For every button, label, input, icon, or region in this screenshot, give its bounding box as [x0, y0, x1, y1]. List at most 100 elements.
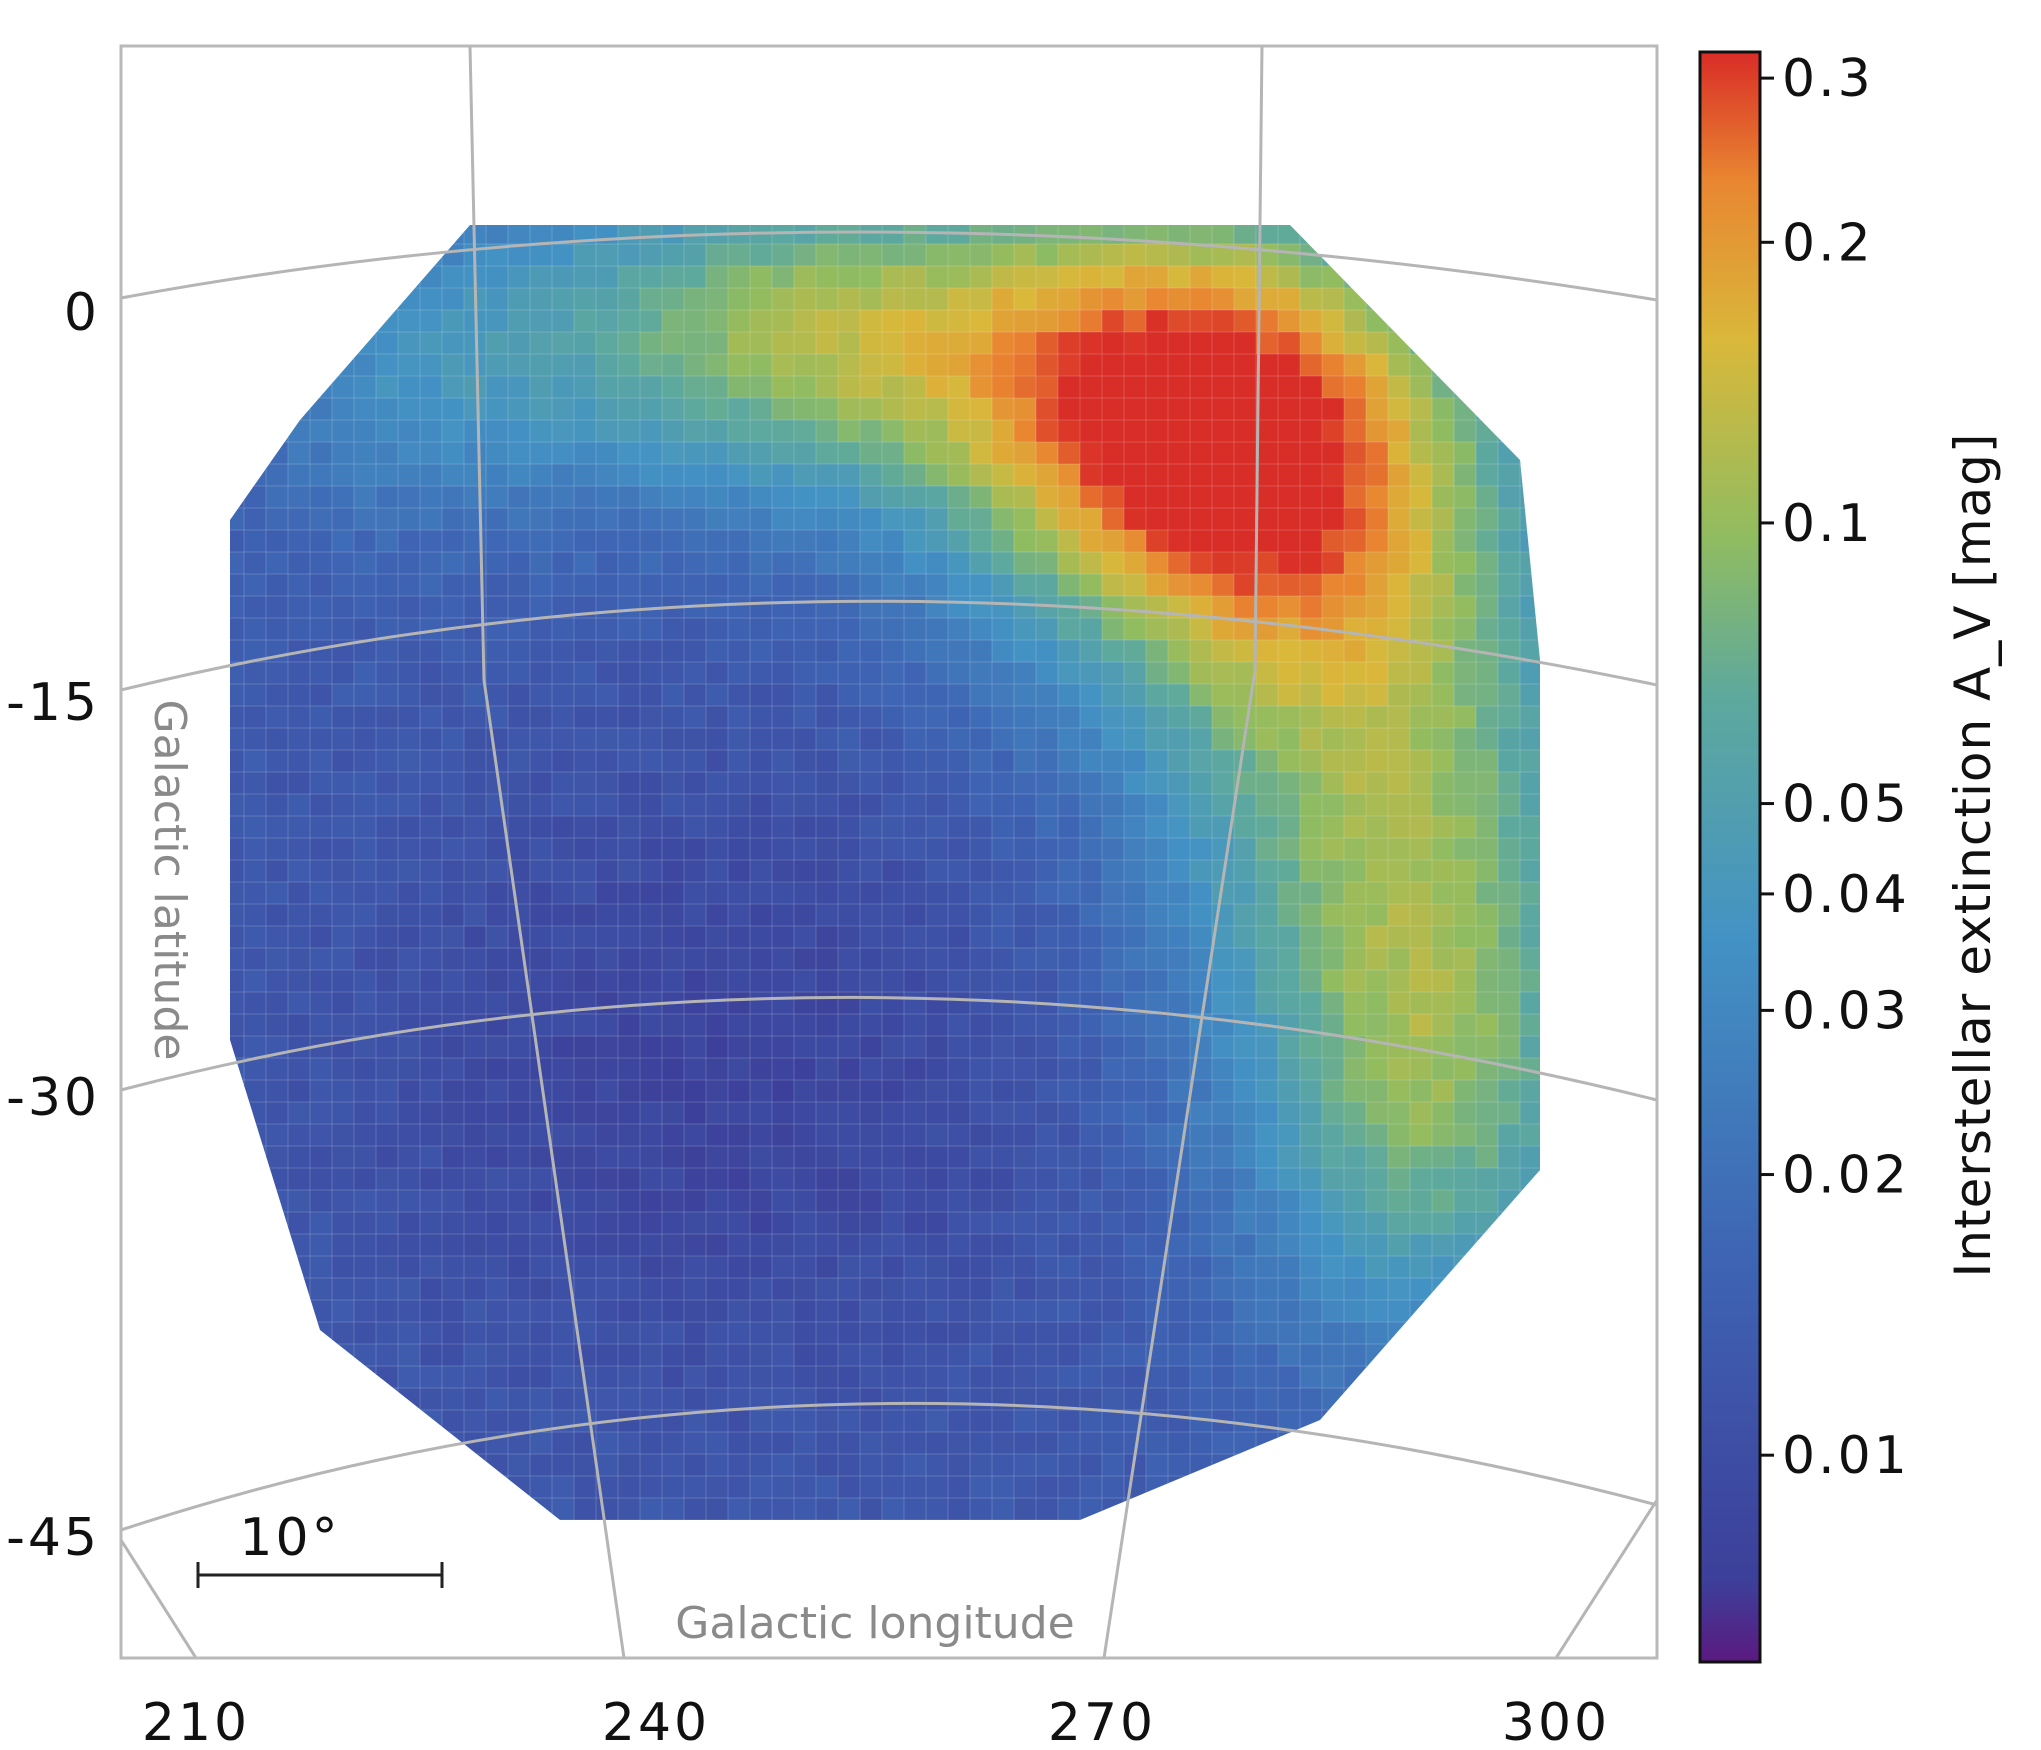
heatmap-cell: [1058, 552, 1081, 575]
heatmap-cell: [970, 1080, 993, 1103]
heatmap-cell: [596, 1190, 619, 1213]
heatmap-cell: [1058, 1344, 1081, 1367]
heatmap-cell: [772, 310, 795, 333]
heatmap-cell: [1454, 882, 1477, 905]
heatmap-cell: [288, 420, 311, 443]
heatmap-cell: [1322, 1366, 1345, 1389]
heatmap-cell: [772, 530, 795, 553]
heatmap-cell: [530, 1388, 553, 1411]
heatmap-cell: [508, 1454, 531, 1477]
heatmap-cell: [442, 200, 465, 223]
heatmap-cell: [772, 574, 795, 597]
heatmap-cell: [354, 574, 377, 597]
heatmap-cell: [1168, 1058, 1191, 1081]
heatmap-cell: [1212, 486, 1235, 509]
heatmap-cell: [244, 1102, 267, 1125]
heatmap-cell: [574, 376, 597, 399]
heatmap-cell: [1102, 596, 1125, 619]
heatmap-cell: [618, 684, 641, 707]
heatmap-cell: [882, 1190, 905, 1213]
heatmap-cell: [992, 1190, 1015, 1213]
heatmap-cell: [1432, 288, 1455, 311]
heatmap-cell: [728, 288, 751, 311]
heatmap-cell: [992, 596, 1015, 619]
heatmap-cell: [1410, 225, 1433, 245]
heatmap-cell: [904, 398, 927, 421]
heatmap-cell: [794, 728, 817, 751]
heatmap-cell: [230, 1432, 245, 1455]
heatmap-cell: [1256, 816, 1279, 839]
heatmap-cell: [288, 816, 311, 839]
heatmap-cell: [1168, 1454, 1191, 1477]
heatmap-cell: [860, 1168, 883, 1191]
heatmap-cell: [200, 464, 223, 487]
heatmap-cell: [640, 1168, 663, 1191]
heatmap-cell: [1080, 1168, 1103, 1191]
heatmap-cell: [1366, 1388, 1389, 1411]
heatmap-cell: [1476, 1476, 1499, 1499]
heatmap-cell: [1234, 1168, 1257, 1191]
heatmap-cell: [728, 552, 751, 575]
heatmap-cell: [1234, 596, 1257, 619]
heatmap-cell: [1102, 618, 1125, 641]
heatmap-cell: [684, 200, 707, 223]
heatmap-cell: [1168, 200, 1191, 223]
heatmap-cell: [992, 1520, 1015, 1543]
heatmap-cell: [1454, 332, 1477, 355]
heatmap-cell: [1300, 552, 1323, 575]
heatmap-cell: [1124, 486, 1147, 509]
heatmap-cell: [1366, 376, 1389, 399]
heatmap-cell: [1190, 1080, 1213, 1103]
heatmap-cell: [1410, 772, 1433, 795]
heatmap-cell: [354, 332, 377, 355]
heatmap-cell: [1432, 1388, 1455, 1411]
heatmap-cell: [1190, 225, 1213, 245]
heatmap-cell: [1080, 1344, 1103, 1367]
heatmap-cell: [1542, 706, 1565, 729]
heatmap-cell: [1300, 728, 1323, 751]
heatmap-cell: [310, 420, 333, 443]
heatmap-cell: [464, 992, 487, 1015]
heatmap-cell: [1256, 1102, 1279, 1125]
heatmap-cell: [1014, 1520, 1037, 1543]
heatmap-cell: [552, 552, 575, 575]
heatmap-cell: [1454, 684, 1477, 707]
heatmap-cell: [618, 1454, 641, 1477]
heatmap-cell: [508, 552, 531, 575]
heatmap-cell: [860, 574, 883, 597]
heatmap-cell: [970, 376, 993, 399]
heatmap-cell: [574, 1278, 597, 1301]
heatmap-cell: [1300, 508, 1323, 531]
heatmap-cell: [838, 904, 861, 927]
heatmap-cell: [1058, 1454, 1081, 1477]
heatmap-cell: [1388, 926, 1411, 949]
heatmap-cell: [398, 816, 421, 839]
heatmap-cell: [464, 1410, 487, 1433]
heatmap-cell: [596, 1454, 619, 1477]
heatmap-cell: [596, 860, 619, 883]
heatmap-cell: [1014, 442, 1037, 465]
heatmap-cell: [288, 904, 311, 927]
heatmap-cell: [1014, 1234, 1037, 1257]
heatmap-cell: [310, 1410, 333, 1433]
heatmap-cell: [860, 332, 883, 355]
heatmap-cell: [1146, 772, 1169, 795]
heatmap-cell: [750, 684, 773, 707]
heatmap-cell: [992, 816, 1015, 839]
heatmap-cell: [1498, 376, 1521, 399]
heatmap-cell: [750, 1388, 773, 1411]
heatmap-cell: [552, 530, 575, 553]
heatmap-cell: [926, 200, 949, 223]
heatmap-cell: [574, 1388, 597, 1411]
heatmap-cell: [904, 420, 927, 443]
heatmap-cell: [508, 200, 531, 223]
heatmap-cell: [442, 1212, 465, 1235]
heatmap-cell: [1058, 640, 1081, 663]
heatmap-cell: [970, 1322, 993, 1345]
heatmap-cell: [684, 354, 707, 377]
heatmap-cell: [1014, 838, 1037, 861]
heatmap-cell: [1168, 1366, 1191, 1389]
heatmap-cell: [970, 1102, 993, 1125]
heatmap-cell: [596, 200, 619, 223]
heatmap-cell: [838, 1388, 861, 1411]
